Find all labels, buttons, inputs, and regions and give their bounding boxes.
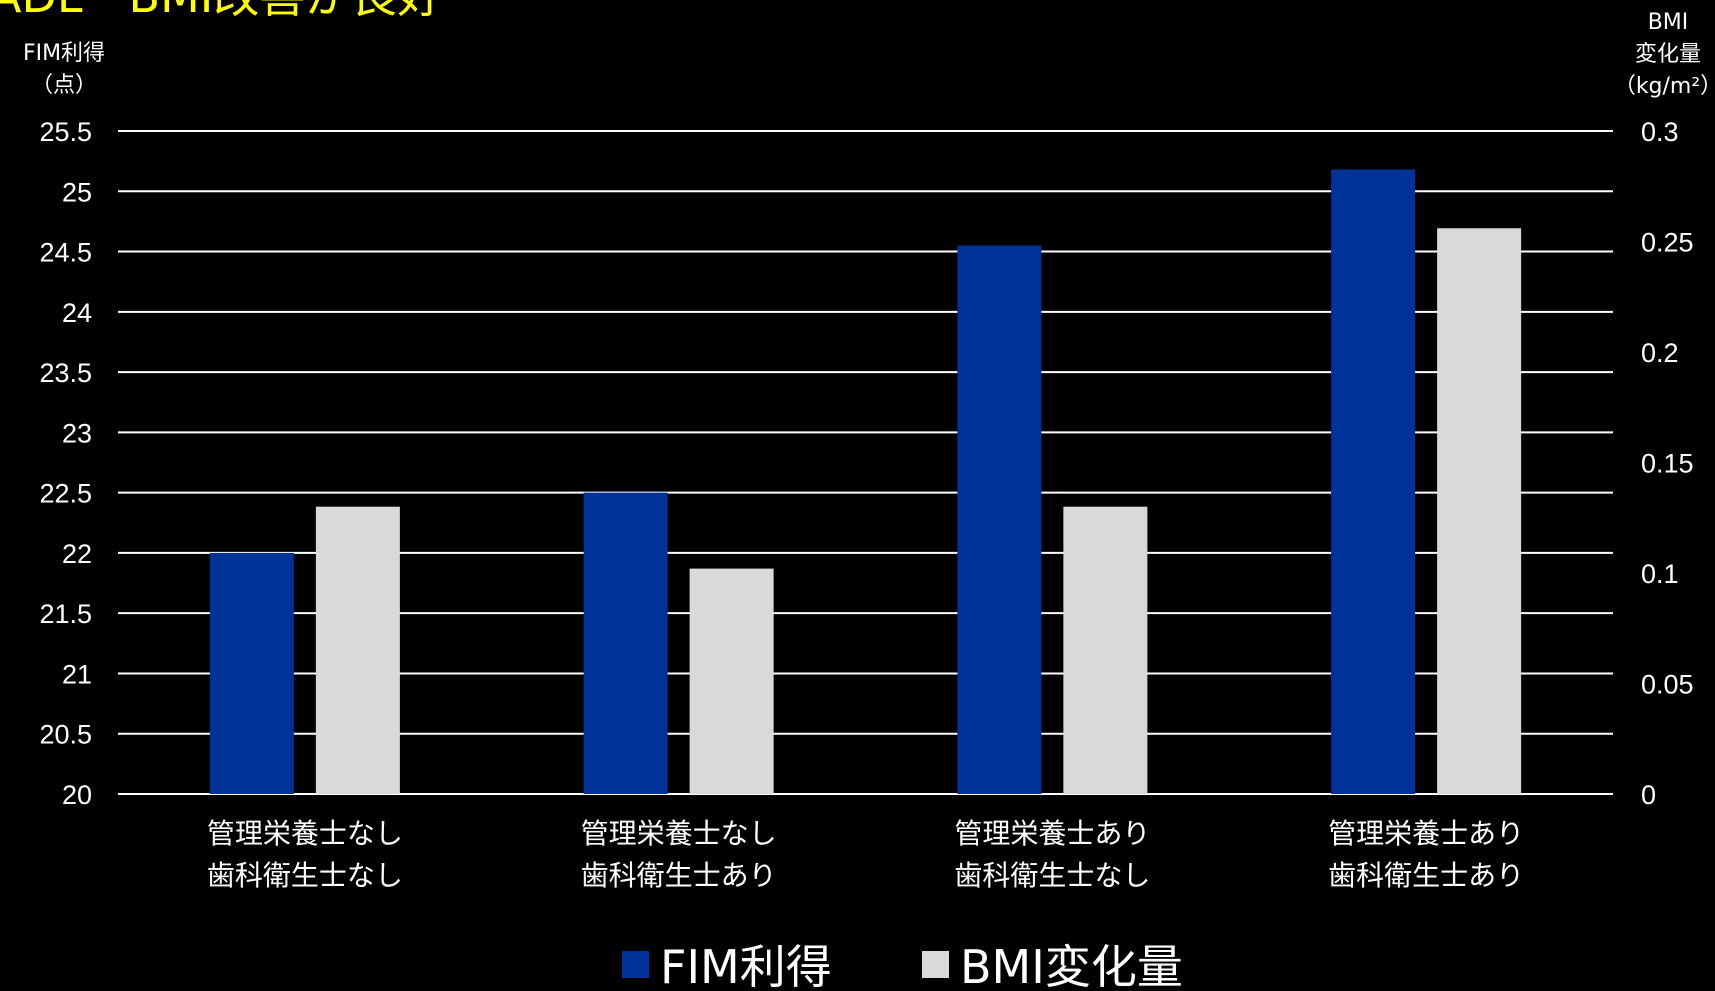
right-tick-label: 0.1 [1641,559,1679,589]
left-tick-label: 24.5 [39,238,92,268]
left-tick-label: 25 [62,177,92,207]
bar-fim [957,245,1042,794]
bar-bmi [1437,228,1522,795]
category-label: 管理栄養士なし [207,817,403,850]
bar-bmi [1063,506,1148,794]
category-label: 歯科衛生士あり [1328,859,1524,892]
right-axis-title: BMI [1648,10,1689,35]
left-tick-label: 25.5 [39,117,92,147]
right-axis-title: 変化量 [1635,42,1701,67]
left-tick-label: 21.5 [39,599,92,629]
category-label: 歯科衛生士あり [581,859,777,892]
category-label: 歯科衛生士なし [207,859,403,892]
left-tick-label: 20.5 [39,720,92,750]
legend-swatch [622,951,649,978]
category-label: 管理栄養士あり [1328,817,1524,850]
left-tick-label: 22 [62,539,92,569]
bar-fim [209,552,294,794]
right-tick-label: 0.2 [1641,338,1679,368]
right-tick-label: 0.25 [1641,228,1694,258]
left-tick-label: 23.5 [39,358,92,388]
bar-fim [583,492,668,794]
left-tick-label: 22.5 [39,479,92,509]
legend: FIM利得 BMI変化量 [622,940,1183,991]
right-tick-label: 0.15 [1641,449,1694,479]
right-tick-label: 0.05 [1641,670,1694,700]
right-axis: 0 0.05 0.1 0.15 0.2 0.25 0.3 BMI 変化量 （kg/m²） [1614,10,1715,810]
left-tick-label: 21 [62,659,92,689]
legend-swatch [922,951,949,978]
right-tick-label: 0.3 [1641,117,1679,147]
category-label: 歯科衛生士なし [954,859,1150,892]
right-tick-label: 0 [1641,780,1656,810]
legend-label: BMI変化量 [960,940,1183,991]
left-axis: 20 20.5 21 21.5 22 22.5 23 23.5 24 24.5 25 25.5 FIM利… [23,41,105,810]
chart-title: ADL・BMI改善が良好 [0,0,443,23]
legend-label: FIM利得 [660,940,832,991]
left-axis-title: （点） [31,73,97,98]
left-tick-label: 20 [62,780,92,810]
left-tick-label: 24 [62,298,92,328]
category-label: 管理栄養士なし [581,817,777,850]
category-label: 管理栄養士あり [954,817,1150,850]
right-axis-title: （kg/m²） [1614,74,1715,99]
left-axis-title: FIM利得 [23,41,105,66]
bar-bmi [315,506,400,794]
bar-fim [1331,169,1416,795]
bar-bmi [689,568,774,794]
left-tick-label: 23 [62,418,92,448]
category-labels: 管理栄養士なし歯科衛生士なし管理栄養士なし歯科衛生士あり管理栄養士あり歯科衛生士… [207,817,1524,892]
bars [209,169,1522,795]
